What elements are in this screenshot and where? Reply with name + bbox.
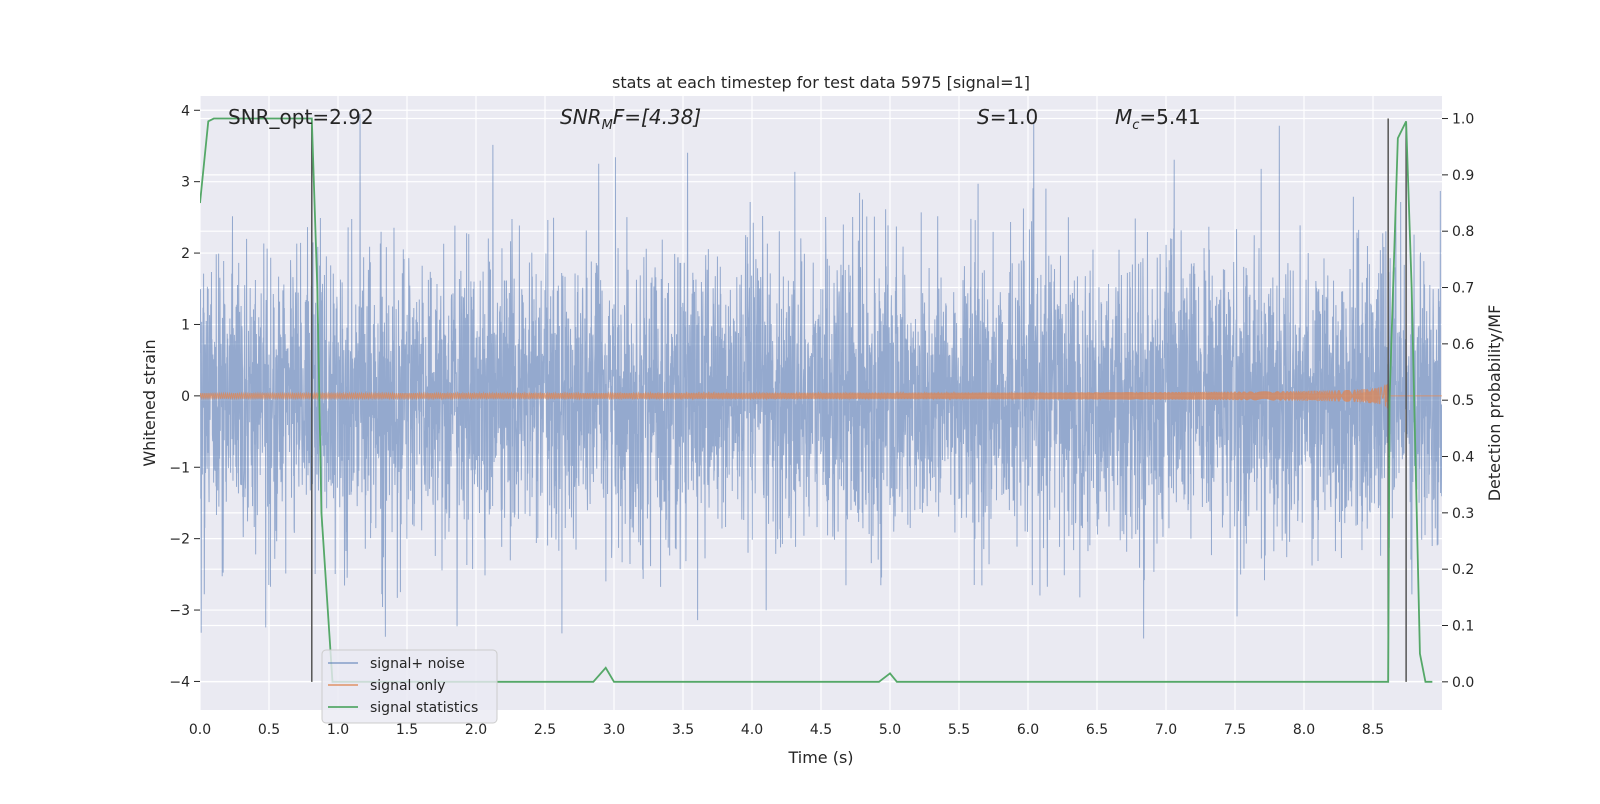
x-tick-label: 5.0	[879, 722, 901, 738]
annotation-snr-mf-base: SNR	[560, 105, 602, 129]
annotation-mc: Mc=5.41	[1115, 105, 1201, 133]
legend-label-signal-only: signal only	[370, 678, 445, 694]
annotation-snr-mf-sub: M	[602, 118, 613, 133]
x-tick-label: 2.0	[465, 722, 487, 738]
annotation-mc-sub: c	[1132, 118, 1139, 133]
chart-title: stats at each timestep for test data 597…	[612, 73, 1030, 92]
y-tick-label: 3	[181, 175, 190, 191]
series-signal-statistics-line	[200, 117, 1433, 683]
right-y-tick-labels: 1.0 0.9 0.8 0.7 0.6 0.5 0.4 0.3 0.2 0.1 0.0	[1442, 112, 1474, 691]
right-y-tick-label: 1.0	[1452, 112, 1474, 128]
annotation-s-label: S	[977, 105, 990, 129]
y-tick-label: −4	[169, 674, 190, 690]
x-tick-label: 1.0	[327, 722, 349, 738]
y-tick-label: −1	[169, 460, 190, 476]
x-tick-label: 4.0	[741, 722, 763, 738]
y-tick-labels: 4 3 2 1 0 −1 −2 −3 −4	[169, 103, 200, 690]
x-tick-label: 0.0	[189, 722, 211, 738]
annotation-s: S=1.0	[977, 105, 1038, 129]
x-tick-label: 4.5	[810, 722, 832, 738]
right-y-tick-label: 0.6	[1452, 337, 1474, 353]
annotation-snr-opt: SNR_opt=2.92	[228, 105, 374, 129]
x-tick-label: 2.5	[534, 722, 556, 738]
x-tick-label: 7.0	[1155, 722, 1177, 738]
right-y-tick-label: 0.2	[1452, 562, 1474, 578]
annotation-snr-mf: SNRMF=[4.38]	[560, 105, 701, 133]
y-tick-label: 4	[181, 103, 190, 119]
legend-box	[321, 649, 498, 724]
y-tick-label: −2	[169, 532, 190, 548]
annotation-mc-value: =5.41	[1139, 105, 1200, 129]
right-y-tick-label: 0.4	[1452, 450, 1474, 466]
y-tick-label: 2	[181, 246, 190, 262]
x-tick-label: 0.5	[258, 722, 280, 738]
annotation-snr-mf-rest: F=[4.38]	[613, 105, 701, 129]
annotation-mc-base: M	[1115, 105, 1132, 129]
x-tick-label: 3.5	[672, 722, 694, 738]
x-tick-label: 8.0	[1293, 722, 1315, 738]
x-tick-label: 1.5	[396, 722, 418, 738]
legend-label-signal-statistics: signal statistics	[370, 700, 478, 716]
x-tick-label: 5.5	[948, 722, 970, 738]
y-tick-label: 1	[181, 317, 190, 333]
x-tick-label: 7.5	[1224, 722, 1246, 738]
x-tick-label: 6.0	[1017, 722, 1039, 738]
right-y-tick-label: 0.7	[1452, 281, 1474, 297]
y-tick-label: 0	[181, 389, 190, 405]
x-tick-label: 8.5	[1362, 722, 1384, 738]
series-signal-only-line	[200, 383, 1442, 410]
legend: signal+ noise signal only signal statist…	[321, 649, 498, 724]
x-tick-label: 6.5	[1086, 722, 1108, 738]
right-y-tick-label: 0.0	[1452, 675, 1474, 691]
right-y-tick-label: 0.1	[1452, 619, 1474, 635]
x-axis-title: Time (s)	[787, 748, 853, 767]
right-y-tick-label: 0.5	[1452, 393, 1474, 409]
y-axis-title: Whitened strain	[140, 339, 159, 466]
right-y-tick-label: 0.9	[1452, 168, 1474, 184]
annotation-s-value: =1.0	[990, 105, 1039, 129]
right-y-axis-title: Detection probability/MF	[1485, 305, 1504, 502]
right-y-tick-label: 0.3	[1452, 506, 1474, 522]
right-y-tick-label: 0.8	[1452, 224, 1474, 240]
x-tick-label: 3.0	[603, 722, 625, 738]
legend-label-signal-noise: signal+ noise	[370, 656, 465, 672]
x-tick-labels: 0.0 0.5 1.0 1.5 2.0 2.5 3.0 3.5 4.0 4.5 5.0 5.5 6.0 6…	[189, 722, 1384, 738]
y-tick-label: −3	[169, 603, 190, 619]
